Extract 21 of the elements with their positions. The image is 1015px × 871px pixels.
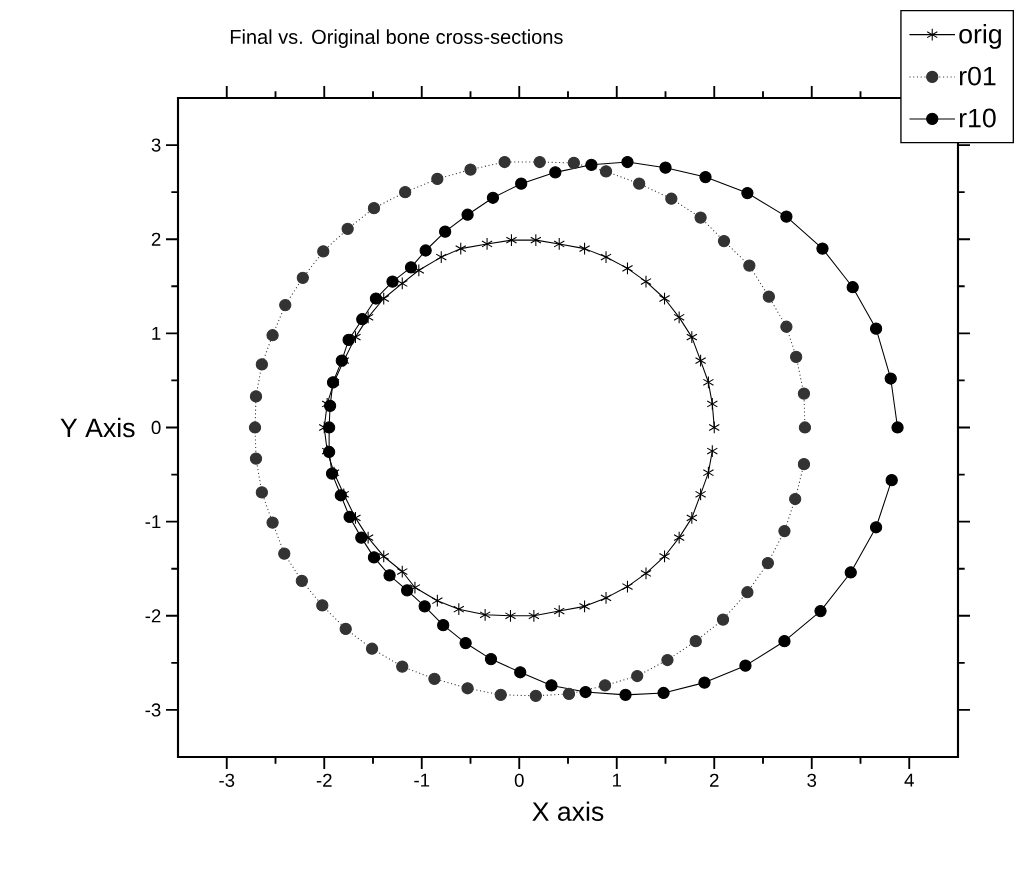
y-tick-label: -3 [145,703,161,717]
y-tick-label: 2 [151,232,161,246]
x-tick-label: -1 [414,773,430,787]
y-tick-label: 0 [151,420,161,435]
y-tick-label: -1 [145,515,161,529]
legend-label: r10 [959,108,996,128]
y-tick-label: 1 [152,326,161,340]
legend-label: r01 [959,66,996,86]
y-tick-label: -2 [145,609,161,623]
legend-label: orig [959,24,1001,49]
x-tick-label: 1 [612,773,622,787]
x-tick-label: 0 [514,773,524,787]
chart-title: Final vs. Original bone cross-sections [230,29,563,48]
x-tick-label: -2 [316,773,332,787]
x-axis-title: X axis [532,801,604,821]
y-axis-title: Y Axis [60,417,135,438]
x-tick-label: 3 [807,773,817,787]
y-tick-label: 3 [151,138,161,152]
x-tick-label: -3 [219,773,235,787]
x-tick-label: 2 [710,773,719,787]
x-tick-label: 4 [904,773,914,787]
